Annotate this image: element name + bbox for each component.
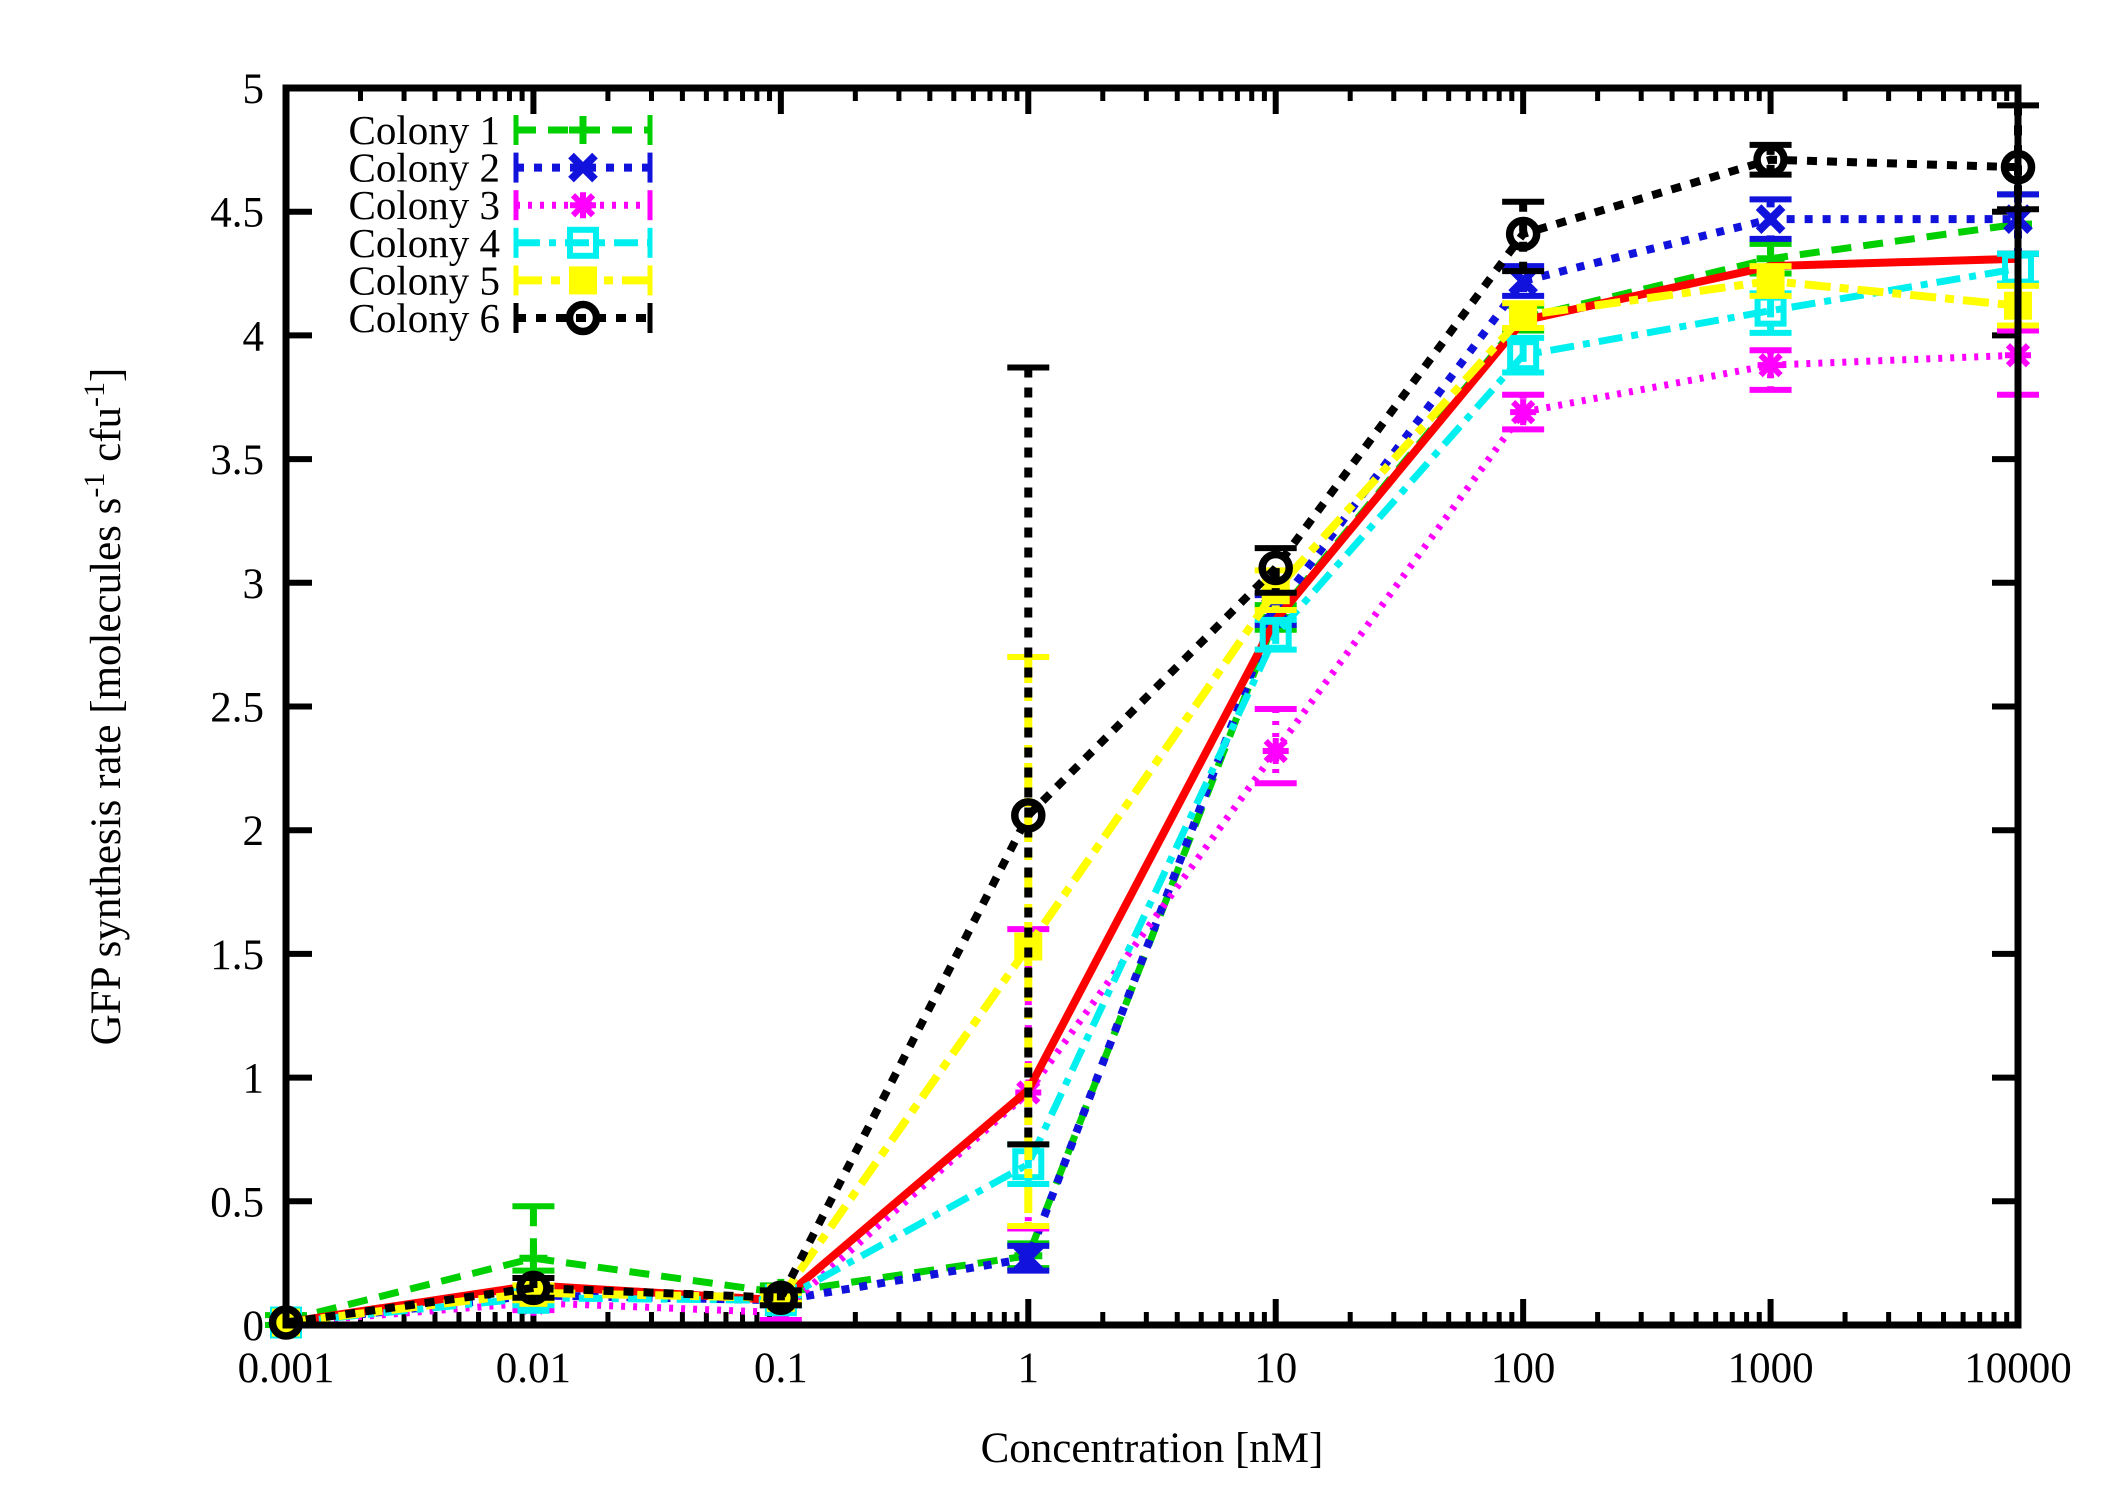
open-circle-icon xyxy=(516,1270,551,1306)
series-fit xyxy=(285,254,2019,1327)
legend-label: Colony 2 xyxy=(349,145,501,191)
open-circle-icon xyxy=(1753,142,1788,177)
data-point-marker xyxy=(1756,266,1785,295)
y-axis-tick-label: 1 xyxy=(243,1056,265,1103)
open-circle-icon xyxy=(1258,550,1293,586)
y-axis-title: GFP synthesis rate [molecules s-1 cfu-1] xyxy=(78,368,130,1046)
asterisk-icon xyxy=(1262,738,1289,765)
filled-square-icon xyxy=(1509,301,1538,330)
y-axis-tick-label: 4 xyxy=(243,313,265,360)
series-line xyxy=(285,265,2019,1326)
x-icon xyxy=(1013,1243,1044,1274)
legend-marker xyxy=(569,266,597,295)
series-line xyxy=(285,254,2019,1327)
open-circle-icon xyxy=(565,300,601,336)
legend-marker xyxy=(568,152,598,183)
asterisk-icon xyxy=(1510,399,1537,426)
series-line xyxy=(285,276,2019,1327)
legend-label: Colony 1 xyxy=(349,107,501,153)
y-axis-tick-label: 0 xyxy=(243,1303,265,1350)
data-point-marker xyxy=(516,1270,551,1306)
series-line xyxy=(285,220,2019,1324)
legend-label: Colony 5 xyxy=(349,257,501,303)
filled-square-icon xyxy=(1756,266,1785,295)
series-line xyxy=(285,351,2019,1326)
legend-entry-colony-2: Colony 2 xyxy=(349,145,653,191)
x-axis-tick-label: 1000 xyxy=(1728,1345,1814,1392)
y-axis-tick-label: 5 xyxy=(243,66,265,113)
x-axis-tick-label: 0.01 xyxy=(496,1345,571,1392)
x-axis-tick-label: 1 xyxy=(1018,1345,1040,1392)
asterisk-icon xyxy=(570,192,596,219)
legend-entry-colony-5: Colony 5 xyxy=(349,257,653,303)
open-square-icon xyxy=(1507,339,1540,372)
plus-icon xyxy=(569,116,597,144)
data-point-marker xyxy=(1509,301,1538,330)
data-point-marker xyxy=(1507,339,1540,372)
open-square-icon xyxy=(1259,618,1292,651)
plus-icon xyxy=(519,1244,548,1273)
x-axis-tick-label: 10 xyxy=(1254,1345,1297,1392)
legend-marker xyxy=(570,192,596,219)
y-axis-tick-label: 0.5 xyxy=(210,1179,264,1226)
legend-entry-colony-1: Colony 1 xyxy=(349,107,653,153)
data-point-marker xyxy=(1262,738,1289,765)
legend-entry-colony-6: Colony 6 xyxy=(349,295,653,341)
series-line xyxy=(285,155,2019,1327)
y-axis-tick-label: 2.5 xyxy=(210,685,264,732)
y-axis-tick-label: 3 xyxy=(243,561,265,608)
data-point-marker xyxy=(1755,204,1786,234)
data-point-marker xyxy=(1757,352,1784,379)
data-point-marker xyxy=(1510,399,1537,426)
asterisk-icon xyxy=(1757,352,1784,379)
data-point-marker xyxy=(1505,216,1541,252)
filled-square-icon xyxy=(569,266,597,295)
open-square-icon xyxy=(567,226,599,259)
x-icon xyxy=(1755,204,1786,234)
legend-marker xyxy=(569,116,597,144)
legend-entry-colony-4: Colony 4 xyxy=(349,220,653,266)
y-axis-tick-label: 3.5 xyxy=(210,437,264,484)
y-axis-tick-label: 2 xyxy=(243,808,265,855)
data-point-marker xyxy=(1259,618,1292,651)
legend-label: Colony 6 xyxy=(349,295,501,341)
x-axis-tick-label: 0.001 xyxy=(238,1345,335,1392)
data-point-marker xyxy=(763,1280,799,1316)
data-point-marker xyxy=(1753,142,1788,177)
x-axis-tick-label: 10000 xyxy=(1964,1345,2072,1392)
x-axis-tick-label: 100 xyxy=(1491,1345,1556,1392)
plot-frame xyxy=(282,84,2022,1329)
y-axis-tick-label: 1.5 xyxy=(210,932,264,979)
open-circle-icon xyxy=(1505,216,1541,252)
data-point-marker xyxy=(1258,550,1293,586)
y-axis-tick-label: 4.5 xyxy=(210,190,264,237)
legend-marker xyxy=(567,226,599,259)
data-point-marker xyxy=(1013,1243,1044,1274)
open-circle-icon xyxy=(1011,798,1046,833)
legend-label: Colony 4 xyxy=(349,220,501,266)
legend-marker xyxy=(565,300,601,336)
x-axis-title: Concentration [nM] xyxy=(981,1425,1324,1472)
open-circle-icon xyxy=(763,1280,799,1316)
x-axis-tick-label: 0.1 xyxy=(754,1345,808,1392)
legend-entry-colony-3: Colony 3 xyxy=(349,182,653,228)
data-point-marker xyxy=(519,1244,548,1273)
data-point-marker xyxy=(1011,798,1046,833)
legend-label: Colony 3 xyxy=(349,182,501,228)
x-icon xyxy=(568,152,598,183)
